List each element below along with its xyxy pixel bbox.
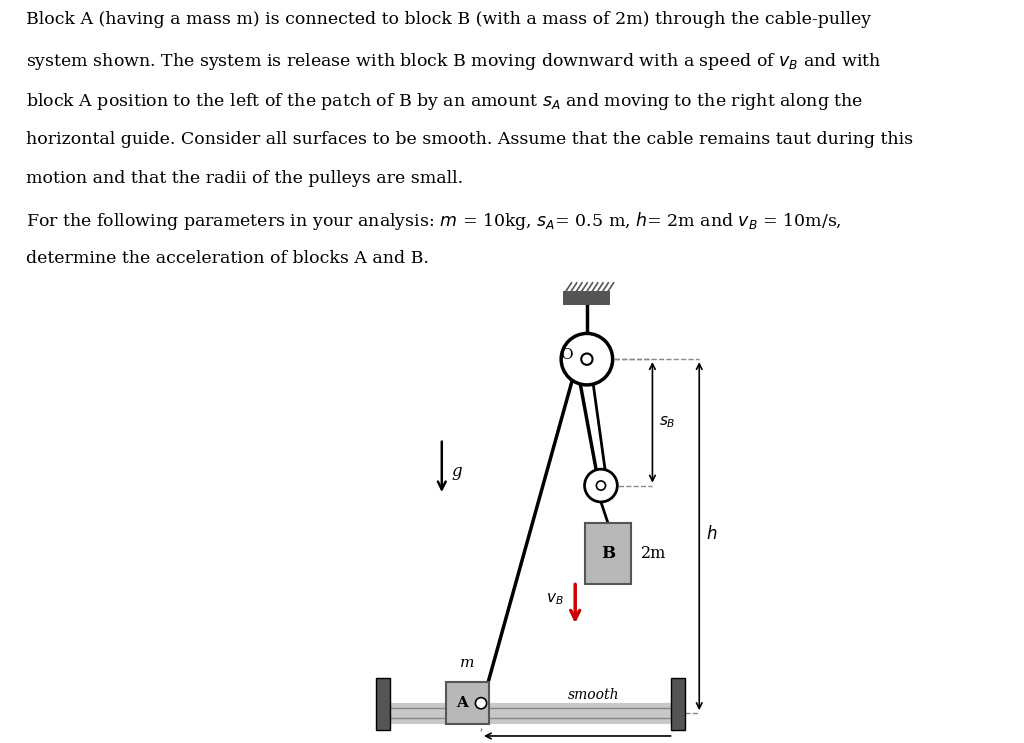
Text: motion and that the radii of the pulleys are small.: motion and that the radii of the pulleys… xyxy=(26,170,463,187)
Text: Block A (having a mass m) is connected to block B (with a mass of 2m) through th: Block A (having a mass m) is connected t… xyxy=(26,11,870,28)
Bar xyxy=(376,678,390,730)
Text: O: O xyxy=(560,348,572,363)
Circle shape xyxy=(475,698,486,709)
Bar xyxy=(585,523,632,584)
Text: B: B xyxy=(601,545,615,562)
Bar xyxy=(563,291,610,305)
Circle shape xyxy=(585,469,617,502)
Text: $v_B$: $v_B$ xyxy=(546,591,563,607)
Circle shape xyxy=(596,481,605,490)
Text: m: m xyxy=(460,657,475,670)
Text: block A position to the left of the patch of B by an amount $s_A$ and moving to : block A position to the left of the patc… xyxy=(26,91,863,111)
Text: $s_B$: $s_B$ xyxy=(659,415,676,430)
Text: g: g xyxy=(452,463,462,480)
Text: smooth: smooth xyxy=(568,688,620,702)
Text: 2m: 2m xyxy=(641,545,666,562)
Circle shape xyxy=(561,334,612,385)
Circle shape xyxy=(582,354,593,365)
Bar xyxy=(446,682,488,724)
Text: horizontal guide. Consider all surfaces to be smooth. Assume that the cable rema: horizontal guide. Consider all surfaces … xyxy=(26,131,912,148)
Bar xyxy=(671,678,685,730)
Text: determine the acceleration of blocks A and B.: determine the acceleration of blocks A a… xyxy=(26,250,428,267)
Text: A: A xyxy=(457,696,468,710)
Text: For the following parameters in your analysis: $m$ = 10kg, $s_A$= 0.5 m, $h$= 2m: For the following parameters in your ana… xyxy=(26,210,842,233)
Text: system shown. The system is release with block B moving downward with a speed of: system shown. The system is release with… xyxy=(26,51,882,72)
Text: $h$: $h$ xyxy=(707,525,718,542)
